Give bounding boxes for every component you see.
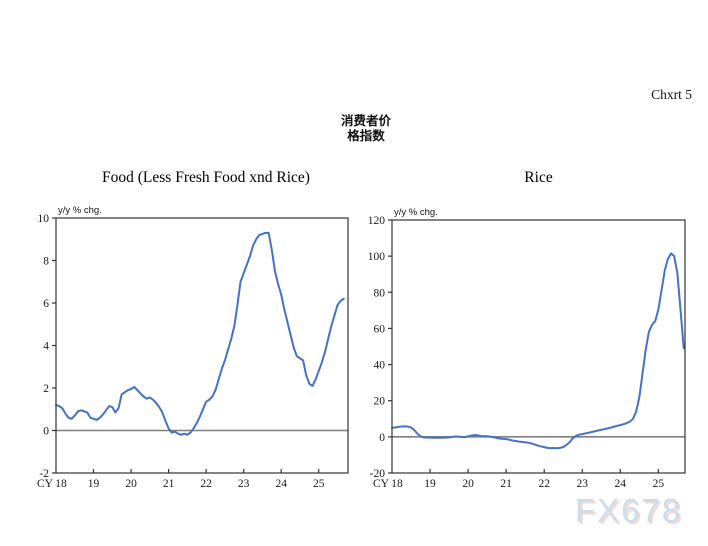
y-tick-label: -20 — [370, 468, 386, 480]
x-tick-label: 24 — [275, 478, 287, 490]
y-tick-label: 2 — [43, 383, 49, 395]
plot-border — [55, 217, 349, 474]
x-tick-label: 18 — [55, 478, 67, 490]
page-heading-line1: 消费者价 — [340, 114, 391, 128]
x-tick-label: 22 — [538, 478, 550, 490]
data-line — [391, 252, 685, 450]
chart-number-label: Chxrt 5 — [651, 87, 692, 102]
y-tick-label: 80 — [374, 287, 386, 299]
x-tick-label: 19 — [88, 478, 100, 490]
y-tick-label: 8 — [43, 256, 49, 268]
y-tick-label: 0 — [43, 426, 49, 438]
x-tick-label: 25 — [313, 478, 325, 490]
y-tick-label: 10 — [38, 213, 50, 225]
y-tick-label: -2 — [39, 468, 49, 480]
x-tick-label: 21 — [163, 478, 175, 490]
y-tick-label: 60 — [374, 323, 386, 335]
x-tick-label: 19 — [424, 478, 436, 490]
x-tick-label: 25 — [653, 478, 665, 490]
x-tick-label: 23 — [238, 478, 250, 490]
y-tick-label: 20 — [374, 396, 386, 408]
rice-chart: -20 0 20 40 60 80 100 120 18 19 20 21 22 23 24 25 CY y/y … — [368, 207, 686, 490]
rice-chart-title: Rice — [524, 169, 553, 186]
x-axis-prefix: CY — [37, 478, 54, 490]
y-tick-label: 120 — [368, 215, 386, 227]
y-axis-unit-label: y/y % chg. — [394, 207, 438, 218]
y-tick-label: 40 — [374, 360, 386, 372]
x-tick-label: 23 — [577, 478, 589, 490]
data-line — [55, 231, 345, 436]
food-chart-title: Food (Less Fresh Food xnd Rice) — [102, 169, 310, 186]
plot-border — [391, 219, 686, 474]
x-tick-label: 22 — [200, 478, 212, 490]
watermark: FX678 — [575, 492, 683, 529]
x-axis-prefix: CY — [373, 478, 390, 490]
x-tick-label: 18 — [391, 478, 403, 490]
x-tick-label: 24 — [615, 478, 627, 490]
x-tick-label: 20 — [462, 478, 474, 490]
y-tick-label: 6 — [43, 298, 49, 310]
page-heading-line2: 格指数 — [347, 129, 385, 143]
x-tick-label: 21 — [500, 478, 512, 490]
y-tick-label: 100 — [368, 251, 386, 263]
y-tick-label: 0 — [379, 432, 385, 444]
page-heading: 消费者价 格指数 — [330, 114, 402, 144]
y-axis-unit-label: y/y % chg. — [58, 205, 102, 216]
x-tick-label: 20 — [125, 478, 137, 490]
y-tick-label: 4 — [43, 341, 49, 353]
